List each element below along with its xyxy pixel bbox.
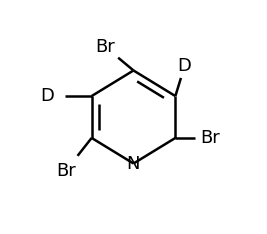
Text: Br: Br (56, 161, 76, 179)
Text: Br: Br (201, 129, 220, 147)
Text: D: D (41, 87, 54, 105)
Text: Br: Br (96, 38, 115, 56)
Text: D: D (178, 57, 192, 75)
Text: N: N (127, 154, 140, 172)
